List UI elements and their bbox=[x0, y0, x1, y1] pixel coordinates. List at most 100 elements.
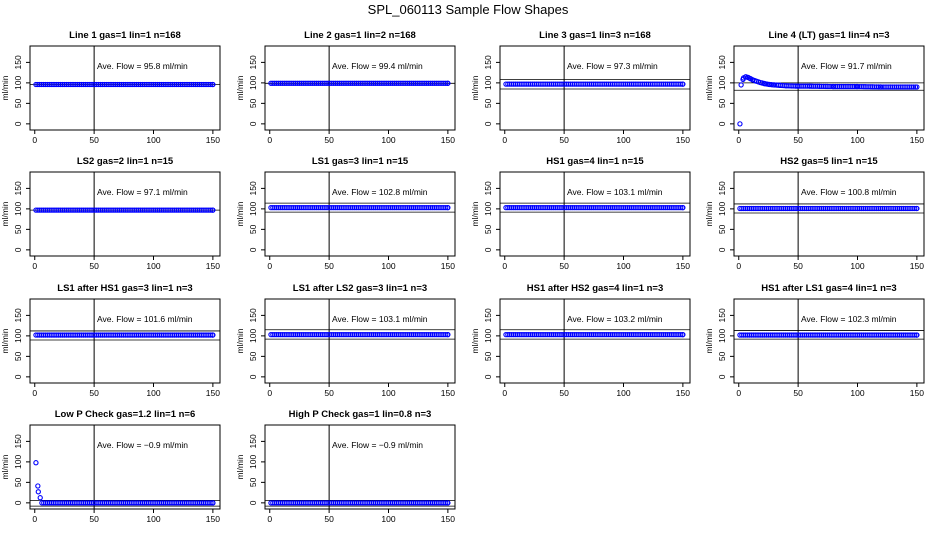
y-tick-label: 100 bbox=[483, 329, 493, 343]
y-axis-label: ml/min bbox=[0, 201, 10, 226]
panel-title: Line 4 (LT) gas=1 lin=4 n=3 bbox=[769, 30, 890, 41]
data-point bbox=[35, 489, 41, 495]
panel-title: HS1 gas=4 lin=1 n=15 bbox=[546, 156, 644, 167]
y-tick-label: 50 bbox=[483, 351, 493, 361]
data-point bbox=[210, 207, 216, 213]
y-tick-label: 50 bbox=[248, 224, 258, 234]
data-point bbox=[443, 204, 449, 211]
y-tick-label: 0 bbox=[483, 374, 493, 379]
y-tick-label: 0 bbox=[483, 121, 493, 126]
x-tick-label: 50 bbox=[559, 388, 569, 398]
data-point bbox=[738, 82, 744, 88]
x-tick-label: 150 bbox=[206, 514, 220, 524]
x-tick-label: 50 bbox=[89, 388, 99, 398]
x-tick-label: 100 bbox=[850, 135, 864, 145]
panel: LS1 gas=3 lin=1 n=150 50 100 150050100150ml… bbox=[235, 156, 456, 271]
data-point bbox=[828, 83, 834, 90]
x-tick-label: 0 bbox=[267, 261, 272, 271]
panel-title: LS2 gas=2 lin=1 n=15 bbox=[77, 156, 174, 167]
x-tick-label: 100 bbox=[381, 135, 395, 145]
y-tick-label: 50 bbox=[13, 98, 23, 108]
data-point bbox=[210, 332, 216, 338]
x-tick-label: 150 bbox=[441, 135, 455, 145]
average-flow-annotation: Ave. Flow = 102.3 ml/min bbox=[801, 314, 897, 324]
data-point bbox=[678, 81, 684, 87]
panel: Line 1 gas=1 lin=1 n=168 0 50 100 150 0 50 100 1… bbox=[0, 30, 221, 145]
y-tick-label: 100 bbox=[13, 76, 23, 90]
y-tick-label: 150 bbox=[483, 308, 493, 322]
x-tick-label: 50 bbox=[793, 388, 803, 398]
plot-frame bbox=[499, 298, 691, 384]
data-point bbox=[680, 331, 686, 338]
panel: HS1 after HS2 gas=4 lin=1 n=3 0 50 100 150 0 5… bbox=[470, 283, 691, 398]
y-tick-label: 150 bbox=[248, 55, 258, 69]
x-tick-label: 0 bbox=[502, 261, 507, 271]
average-flow-annotation: Ave. Flow = −0.9 ml/min bbox=[332, 440, 423, 450]
x-tick-label: 100 bbox=[381, 514, 395, 524]
y-tick-label: 0 bbox=[483, 247, 493, 252]
plot-frame bbox=[264, 171, 456, 257]
x-tick-label: 150 bbox=[676, 135, 690, 145]
data-point bbox=[445, 204, 451, 211]
y-tick-label: 50 bbox=[483, 224, 493, 234]
data-point bbox=[737, 121, 743, 127]
y-tick-label: 0 bbox=[248, 247, 258, 252]
average-flow-annotation: Ave. Flow = −0.9 ml/min bbox=[97, 440, 188, 450]
y-tick-label: 100 bbox=[248, 202, 258, 216]
data-point bbox=[852, 83, 858, 90]
data-point bbox=[678, 204, 684, 211]
y-tick-label: 50 bbox=[248, 477, 258, 487]
y-tick-label: 0 bbox=[248, 121, 258, 126]
panel: LS1 after LS2 gas=3 lin=1 n=3 0 50 100 150 0 5… bbox=[235, 283, 456, 398]
data-point bbox=[443, 80, 449, 86]
y-tick-label: 50 bbox=[717, 98, 727, 108]
data-point bbox=[445, 500, 451, 506]
y-tick-label: 100 bbox=[717, 202, 727, 216]
y-tick-label: 50 bbox=[13, 351, 23, 361]
data-point bbox=[914, 205, 920, 212]
data-point bbox=[678, 331, 684, 338]
y-tick-label: 50 bbox=[248, 98, 258, 108]
data-point bbox=[210, 81, 216, 88]
x-tick-label: 150 bbox=[441, 388, 455, 398]
x-tick-label: 150 bbox=[676, 261, 690, 271]
panel: Line 3 gas=1 lin=3 n=168 0 50 100 150 0 50 100 1… bbox=[470, 30, 691, 145]
panel-title: LS1 after HS1 gas=3 lin=1 n=3 bbox=[57, 283, 192, 294]
data-point bbox=[443, 331, 449, 338]
y-axis-label: ml/min bbox=[704, 201, 714, 226]
y-tick-label: 100 bbox=[13, 455, 23, 469]
x-tick-label: 0 bbox=[502, 388, 507, 398]
x-tick-label: 100 bbox=[146, 514, 160, 524]
plot-frame bbox=[264, 424, 456, 510]
y-tick-label: 100 bbox=[13, 329, 23, 343]
data-point bbox=[912, 205, 918, 212]
data-point bbox=[35, 483, 41, 489]
x-tick-label: 100 bbox=[616, 261, 630, 271]
plot-frame bbox=[29, 424, 221, 510]
plot-frame bbox=[29, 45, 221, 131]
data-point bbox=[445, 331, 451, 338]
x-tick-label: 50 bbox=[559, 135, 569, 145]
y-tick-label: 150 bbox=[248, 308, 258, 322]
y-tick-label: 150 bbox=[717, 308, 727, 322]
plot-frame bbox=[733, 171, 925, 257]
x-tick-label: 150 bbox=[910, 135, 924, 145]
plot-frame bbox=[29, 298, 221, 384]
x-tick-label: 100 bbox=[146, 388, 160, 398]
x-tick-label: 50 bbox=[324, 514, 334, 524]
x-tick-label: 0 bbox=[267, 514, 272, 524]
data-point bbox=[210, 500, 216, 506]
plot-frame bbox=[499, 45, 691, 131]
x-tick-label: 100 bbox=[616, 388, 630, 398]
x-tick-label: 50 bbox=[89, 514, 99, 524]
data-point bbox=[768, 82, 775, 88]
average-flow-annotation: Ave. Flow = 101.6 ml/min bbox=[97, 314, 193, 324]
data-point bbox=[445, 80, 451, 86]
panel-title: Line 2 gas=1 lin=2 n=168 bbox=[304, 30, 416, 41]
data-point bbox=[680, 81, 686, 87]
data-point bbox=[33, 460, 39, 466]
panel: High P Check gas=1 lin=0.8 n=3 0 50 100 150 0… bbox=[235, 409, 456, 524]
x-tick-label: 0 bbox=[32, 514, 37, 524]
panel-title: HS1 after LS1 gas=4 lin=1 n=3 bbox=[761, 283, 896, 294]
